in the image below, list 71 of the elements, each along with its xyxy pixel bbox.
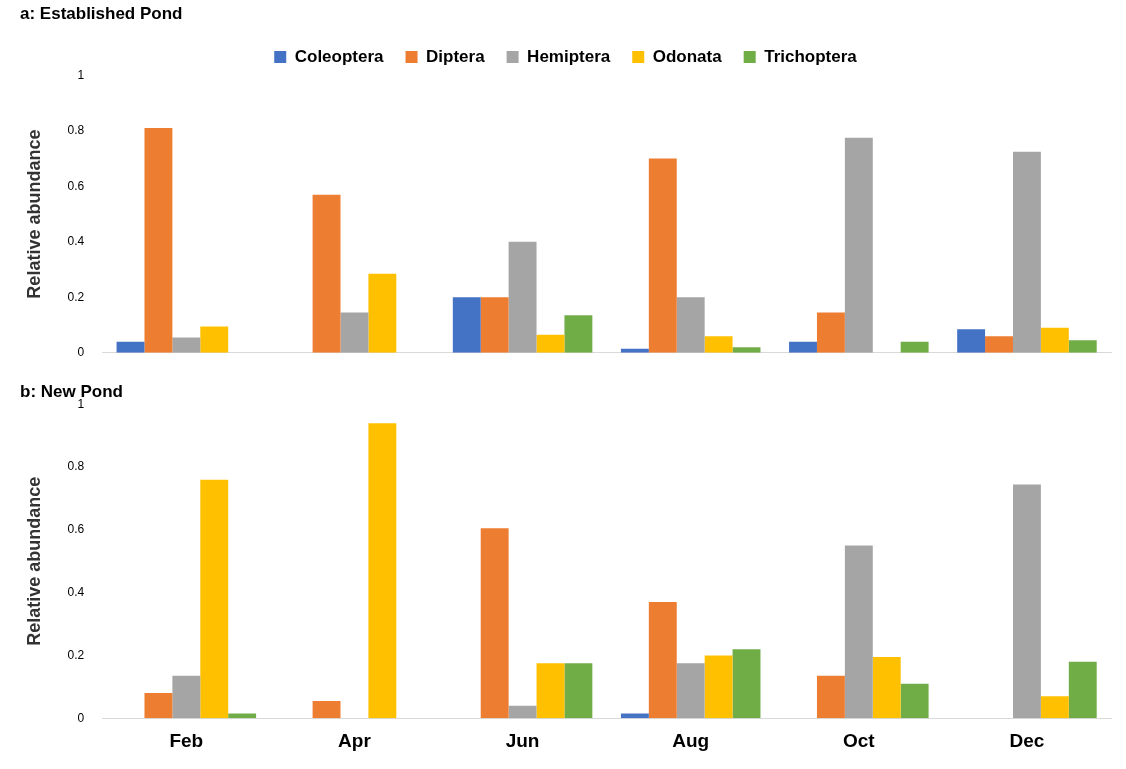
legend-label: Odonata bbox=[652, 46, 723, 66]
y-tick-label: 0.8 bbox=[67, 459, 85, 474]
bar bbox=[1040, 327, 1069, 353]
bar bbox=[340, 312, 369, 353]
x-tick-label: Oct bbox=[842, 729, 876, 751]
bar bbox=[648, 602, 677, 719]
y-tick-label: 0.2 bbox=[67, 289, 85, 304]
bar bbox=[564, 315, 593, 353]
bar bbox=[676, 297, 705, 353]
bar bbox=[508, 241, 537, 353]
bar bbox=[1068, 661, 1097, 719]
x-tick-label: Aug bbox=[672, 729, 710, 751]
chart-title: a: Established Pond bbox=[20, 3, 183, 23]
y-tick-label: 0.8 bbox=[67, 123, 85, 138]
bar bbox=[200, 479, 229, 719]
bar bbox=[144, 693, 173, 719]
legend-label: Hemiptera bbox=[527, 46, 611, 66]
y-tick-label: 1 bbox=[77, 67, 85, 82]
legend-label: Coleoptera bbox=[294, 46, 385, 66]
y-tick-label: 0 bbox=[77, 345, 85, 360]
bar bbox=[1068, 340, 1097, 353]
bar bbox=[228, 713, 257, 719]
bar bbox=[620, 713, 649, 719]
bar bbox=[704, 336, 733, 353]
bar bbox=[452, 297, 481, 353]
x-tick-label: Dec bbox=[1009, 729, 1045, 751]
bar bbox=[900, 341, 929, 353]
bar bbox=[172, 337, 201, 353]
bar bbox=[508, 705, 537, 719]
bar bbox=[816, 675, 845, 719]
y-tick-label: 0 bbox=[77, 710, 85, 725]
bar bbox=[480, 297, 509, 353]
x-tick-label: Apr bbox=[338, 729, 372, 751]
bar bbox=[1012, 151, 1041, 353]
y-tick-label: 1 bbox=[77, 396, 85, 411]
bar bbox=[789, 341, 817, 353]
bar bbox=[480, 528, 509, 719]
bar bbox=[844, 545, 873, 719]
bar bbox=[732, 649, 761, 719]
legend-label: Diptera bbox=[426, 46, 486, 66]
y-tick-label: 0.4 bbox=[67, 584, 85, 599]
bar bbox=[172, 675, 201, 719]
y-tick-label: 0.6 bbox=[67, 178, 85, 193]
bar bbox=[648, 158, 677, 353]
bar bbox=[312, 700, 341, 719]
bar bbox=[200, 326, 229, 353]
bar bbox=[536, 663, 565, 719]
bar bbox=[844, 137, 873, 353]
bar bbox=[312, 194, 341, 353]
bar bbox=[1040, 696, 1069, 719]
bar bbox=[985, 336, 1013, 353]
y-axis-title: Relative abundance bbox=[23, 129, 44, 299]
bar bbox=[1012, 484, 1041, 719]
x-tick-label: Feb bbox=[169, 729, 204, 751]
bar bbox=[676, 663, 705, 719]
bar bbox=[900, 683, 929, 719]
y-tick-label: 0.6 bbox=[67, 522, 85, 537]
bar bbox=[872, 657, 901, 719]
bar bbox=[144, 128, 173, 353]
bar bbox=[368, 423, 397, 719]
bar bbox=[704, 655, 733, 719]
bar bbox=[816, 312, 845, 353]
legend-label: Trichoptera bbox=[764, 46, 858, 66]
bar bbox=[564, 663, 593, 719]
y-tick-label: 0.2 bbox=[67, 647, 85, 662]
bar bbox=[368, 273, 397, 353]
bar bbox=[536, 334, 565, 353]
x-tick-label: Jun bbox=[505, 729, 540, 751]
y-tick-label: 0.4 bbox=[67, 234, 85, 249]
bar bbox=[957, 329, 986, 353]
y-axis-title: Relative abundance bbox=[23, 476, 44, 646]
